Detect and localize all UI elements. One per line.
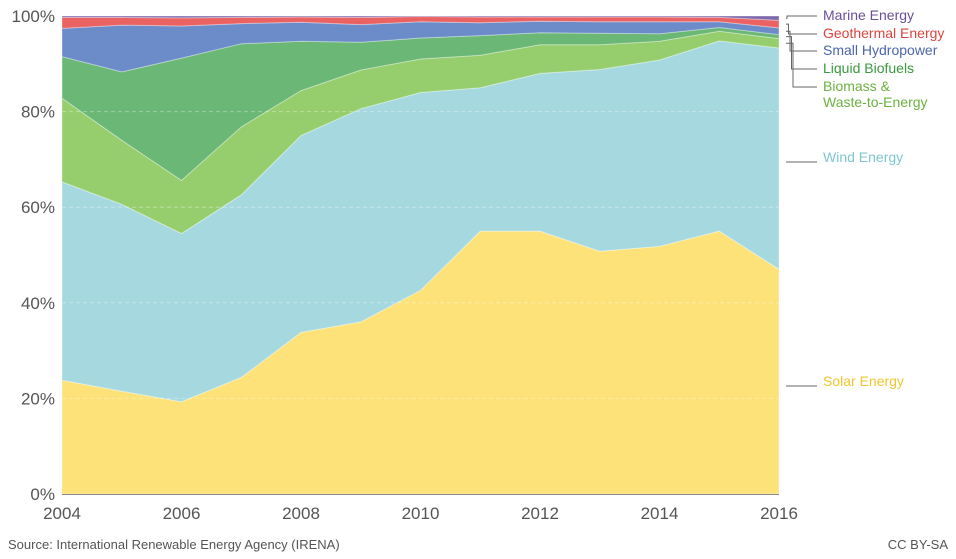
legend-label: Solar Energy bbox=[823, 373, 904, 389]
y-tick-label: 0% bbox=[30, 485, 55, 504]
legend-leader-line bbox=[786, 23, 817, 35]
area-series-geothermal-energy bbox=[61, 15, 780, 29]
source-note: Source: International Renewable Energy A… bbox=[8, 537, 340, 552]
license-note: CC BY-SA bbox=[887, 537, 948, 552]
legend-label: Marine Energy bbox=[823, 7, 914, 23]
y-tick-label: 40% bbox=[21, 294, 55, 313]
y-tick-label: 100% bbox=[12, 7, 55, 26]
legend-label: Wind Energy bbox=[823, 149, 903, 165]
legend-label: Waste-to-Energy bbox=[823, 94, 928, 110]
chart-canvas: 0% 20% 40% 60% 80% 100% 2004 2006 2008 2010 2012 20… bbox=[12, 7, 945, 523]
x-tick-label: 2014 bbox=[641, 504, 679, 523]
axes: 0% 20% 40% 60% 80% 100% 2004 2006 2008 2010 2012 20… bbox=[12, 7, 798, 523]
x-tick-label: 2016 bbox=[760, 504, 798, 523]
legend-label: Liquid Biofuels bbox=[823, 60, 914, 76]
y-tick-label: 80% bbox=[21, 103, 55, 122]
legend-label: Biomass & bbox=[823, 78, 891, 94]
area-layers bbox=[61, 15, 780, 495]
x-tick-label: 2012 bbox=[521, 504, 559, 523]
x-tick-label: 2010 bbox=[402, 504, 440, 523]
x-tick-label: 2004 bbox=[43, 504, 81, 523]
area-series-marine-energy bbox=[61, 15, 780, 21]
legend-label: Small Hydropower bbox=[823, 42, 938, 58]
gridlines bbox=[62, 111, 779, 399]
legend-leader-line bbox=[786, 42, 817, 88]
legend-leader-line bbox=[786, 36, 817, 70]
legend: Solar Energy Wind Energy Biomass &Waste-to… bbox=[786, 7, 944, 389]
area-series-liquid-biofuels bbox=[61, 26, 780, 182]
x-tick-label: 2008 bbox=[282, 504, 320, 523]
y-tick-label: 20% bbox=[21, 389, 55, 408]
legend-label: Geothermal Energy bbox=[823, 25, 944, 41]
x-tick-label: 2006 bbox=[163, 504, 201, 523]
legend-leader-line bbox=[786, 15, 817, 19]
y-tick-label: 60% bbox=[21, 198, 55, 217]
